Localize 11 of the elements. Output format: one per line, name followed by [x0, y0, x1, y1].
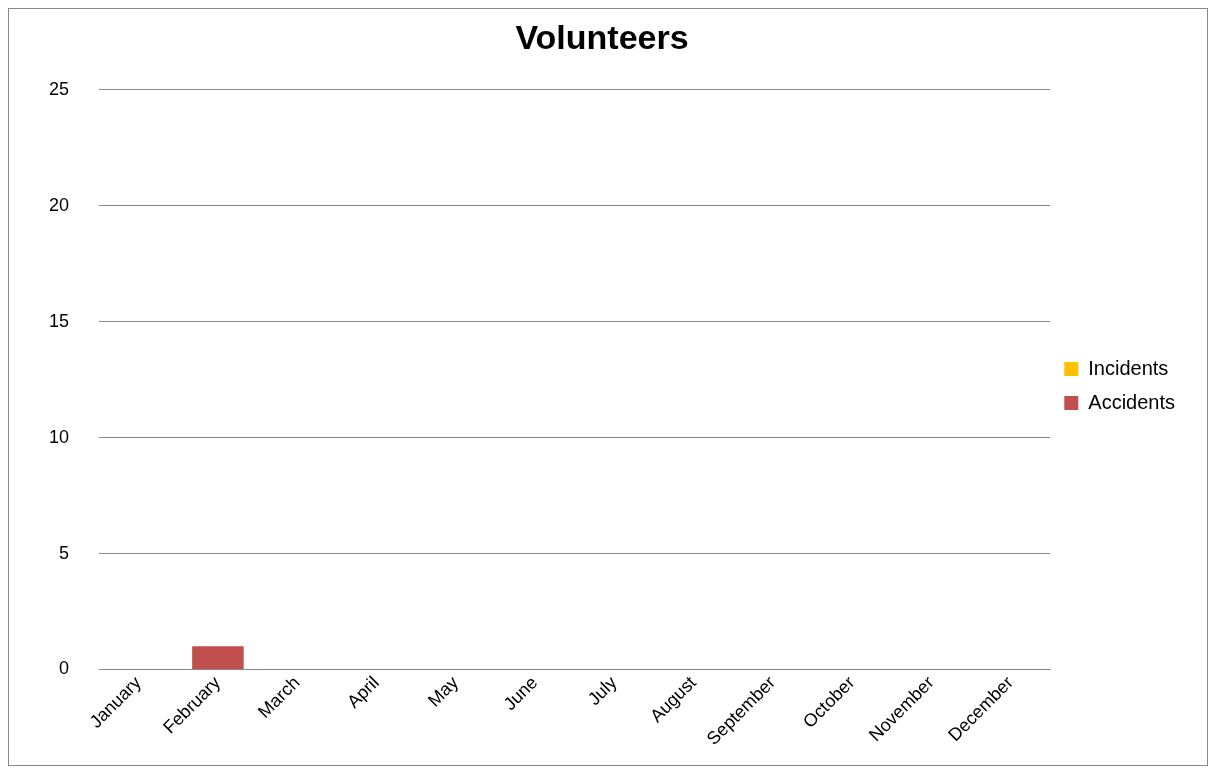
y-tick-label: 25 — [48, 78, 70, 99]
x-tick-label: July — [583, 672, 621, 710]
legend-label: Accidents — [1088, 390, 1176, 413]
y-tick-label: 0 — [59, 658, 70, 679]
y-tick-label: 20 — [48, 194, 70, 215]
y-tick-label: 10 — [48, 426, 70, 447]
y-tick-label: 15 — [48, 310, 70, 331]
x-tick-label: May — [423, 672, 463, 711]
y-tick-label: 5 — [59, 542, 70, 563]
legend-label: Incidents — [1088, 356, 1169, 379]
chart-title: Volunteers — [515, 17, 689, 56]
